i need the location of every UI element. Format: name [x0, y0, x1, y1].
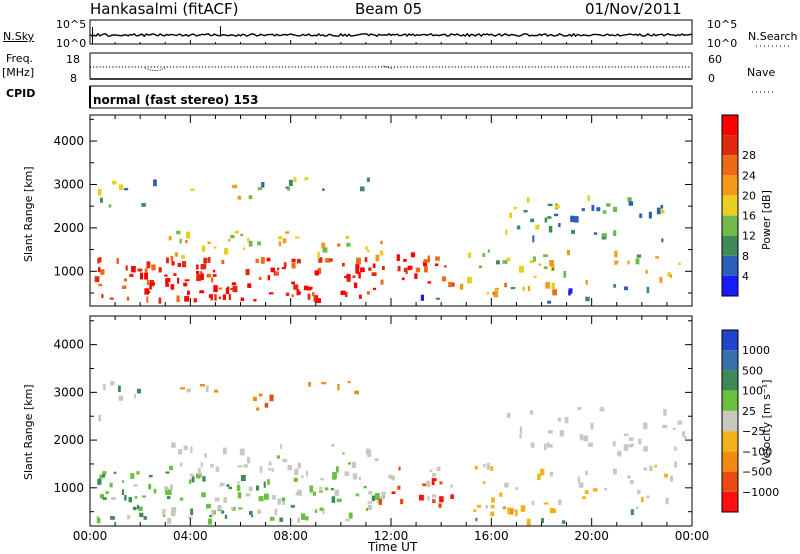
- freq-strip-frame: [89, 52, 693, 80]
- velocity-colorbar-tick: 500: [742, 364, 763, 377]
- power-echo-region: [232, 184, 263, 200]
- power-echo-region: [505, 195, 665, 243]
- power-colorbar-swatch: [722, 155, 738, 176]
- nave-label: Nave: [747, 66, 776, 79]
- time-tick-label: 00:00: [73, 529, 108, 543]
- power-echo-region: [168, 230, 384, 262]
- power-colorbar-frame: [721, 114, 739, 297]
- time-tick-label: 00:00: [675, 529, 710, 543]
- freq-tick-top: 18: [66, 53, 80, 66]
- freq-unit: [MHz]: [2, 66, 35, 79]
- freq-label: Freq.: [6, 52, 34, 65]
- velocity-colorbar-swatch: [722, 350, 738, 371]
- power-colorbar-swatch: [722, 235, 738, 256]
- time-tick-label: 12:00: [374, 529, 409, 543]
- velocity-echo-region: [378, 466, 454, 508]
- cpid-label: CPID: [6, 87, 36, 100]
- power-colorbar-tick: 16: [742, 210, 756, 223]
- nsearch-tick-top: 10^5: [707, 18, 738, 31]
- power-echo-region: [448, 282, 557, 298]
- nsky-label: N.Sky: [3, 30, 35, 43]
- time-tick-label: 04:00: [173, 529, 208, 543]
- cpid-value: normal (fast stereo) 153: [93, 93, 259, 107]
- power-colorbar-tick: 12: [742, 230, 756, 243]
- frequency-dip: [383, 65, 394, 70]
- power-colorbar-swatch: [722, 275, 738, 296]
- nsky-noise-line: [89, 32, 693, 38]
- velocity-colorbar-swatch: [722, 390, 738, 411]
- power-colorbar-swatch: [722, 195, 738, 216]
- nsky-tick-top: 10^5: [56, 18, 87, 31]
- nave-tick-top: 60: [708, 53, 722, 66]
- velocity-colorbar-tick: 100: [742, 385, 763, 398]
- velocity-colorbar-tick: −25: [742, 425, 765, 438]
- power-colorbar-tick: 20: [742, 189, 756, 202]
- power-colorbar-swatch: [722, 255, 738, 276]
- velocity-echo-region: [474, 461, 678, 505]
- velocity-ytick-label: 3000: [53, 385, 84, 399]
- velocity-colorbar-swatch: [722, 410, 738, 432]
- velocity-ytick-label: 1000: [53, 481, 84, 495]
- velocity-colorbar-tick: −100: [742, 445, 772, 458]
- velocity-colorbar-swatch: [722, 451, 738, 472]
- power-panel-frame: [89, 114, 693, 307]
- time-axis-label: Time UT: [368, 540, 418, 554]
- power-ytick-label: 1000: [53, 264, 84, 278]
- power-echo-region: [467, 249, 681, 285]
- velocity-colorbar-swatch: [722, 370, 738, 391]
- power-colorbar-swatch: [722, 215, 738, 236]
- velocity-colorbar-tick: 25: [742, 405, 756, 418]
- power-ytick-label: 3000: [53, 177, 84, 191]
- velocity-echo-region: [169, 442, 379, 477]
- velocity-ytick-label: 4000: [53, 338, 84, 352]
- velocity-echo-region: [506, 406, 687, 457]
- velocity-echo-region: [473, 500, 555, 517]
- nsky-tick-bottom: 10^0: [56, 37, 87, 50]
- power-echo-region: [97, 180, 146, 208]
- time-tick-label: 20:00: [574, 529, 609, 543]
- power-colorbar-tick: 8: [742, 250, 749, 263]
- velocity-colorbar-tick: 1000: [742, 344, 770, 357]
- nave-tick-bottom: 0: [708, 72, 715, 85]
- power-ytick-label: 2000: [53, 221, 84, 235]
- power-colorbar-tick: 4: [742, 270, 749, 283]
- velocity-colorbar-swatch: [722, 330, 738, 351]
- velocity-colorbar-swatch: [722, 491, 738, 512]
- power-echo-region: [153, 176, 370, 192]
- power-colorbar-swatch: [722, 115, 738, 136]
- velocity-echo-region: [98, 381, 142, 422]
- beam-title: Beam 05: [355, 0, 423, 18]
- velocity-colorbar-frame: [721, 329, 739, 513]
- velocity-ytick-label: 2000: [53, 433, 84, 447]
- velocity-echo-region: [180, 381, 359, 402]
- freq-tick-bottom: 8: [70, 72, 77, 85]
- velocity-echo-region: [256, 393, 274, 411]
- velocity-panel-frame: [89, 315, 693, 527]
- nsearch-tick-bottom: 10^0: [707, 37, 738, 50]
- velocity-echo-region: [475, 505, 639, 526]
- power-echo-region: [380, 252, 455, 287]
- time-tick-label: 08:00: [273, 529, 308, 543]
- nsearch-label: N.Search: [748, 30, 798, 43]
- velocity-echo-region: [96, 471, 393, 525]
- velocity-colorbar-swatch: [722, 471, 738, 492]
- power-colorbar-tick: 24: [742, 169, 756, 182]
- velocity-colorbar-swatch: [722, 431, 738, 452]
- power-colorbar-tick: 28: [742, 149, 756, 162]
- power-heatmap: [94, 176, 681, 304]
- velocity-colorbar-tick: −500: [742, 466, 772, 479]
- velocity-heatmap: [96, 381, 687, 526]
- power-echo-region: [94, 255, 377, 304]
- velocity-colorbar-tick: −1000: [742, 486, 779, 499]
- date-title: 01/Nov/2011: [585, 0, 682, 18]
- frequency-dip: [144, 67, 166, 71]
- power-ytick-label: 4000: [53, 134, 84, 148]
- power-echo-region: [420, 284, 650, 304]
- cpid-strip-frame: [89, 85, 693, 109]
- power-colorbar-swatch: [722, 135, 738, 156]
- power-colorbar-swatch: [722, 175, 738, 196]
- station-title: Hankasalmi (fitACF): [90, 0, 239, 18]
- time-tick-label: 16:00: [474, 529, 509, 543]
